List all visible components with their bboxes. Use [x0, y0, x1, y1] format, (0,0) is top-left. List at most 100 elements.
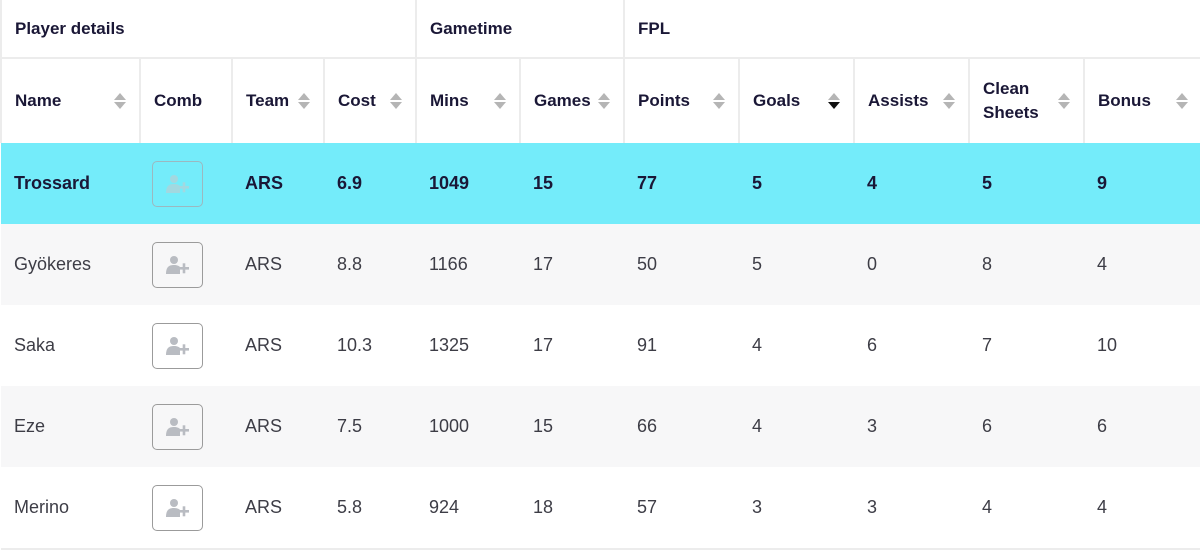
table-row[interactable]: Eze ARS 7.5 1000 15 66 4 3 6 6 — [1, 386, 1200, 467]
cell-name: Gyökeres — [1, 224, 140, 305]
cell-bonus: 6 — [1084, 386, 1200, 467]
table-row[interactable]: Merino ARS 5.8 924 18 57 3 3 4 4 — [1, 467, 1200, 548]
column-label: Games — [534, 91, 591, 110]
sort-descending-icon[interactable] — [828, 92, 841, 110]
cell-team: ARS — [232, 143, 324, 224]
column-label: Name — [15, 91, 62, 110]
sort-toggle-icon[interactable] — [598, 92, 611, 110]
column-label: Assists — [868, 91, 929, 110]
add-to-comparison-button[interactable] — [152, 403, 203, 450]
group-header-gametime: Gametime — [416, 0, 626, 59]
cell-name: Saka — [1, 305, 140, 386]
add-to-comparison-button[interactable] — [152, 484, 203, 531]
cell-team: ARS — [232, 467, 324, 548]
cell-goals: 4 — [739, 305, 855, 386]
column-label: Clean Sheets — [983, 79, 1039, 122]
cell-games: 17 — [520, 305, 625, 386]
cell-goals: 4 — [739, 386, 855, 467]
cell-bonus: 4 — [1084, 467, 1200, 548]
column-header-goals[interactable]: Goals — [739, 58, 856, 143]
column-header-points[interactable]: Points — [624, 58, 741, 143]
cell-team: ARS — [232, 386, 324, 467]
cell-goals: 3 — [739, 467, 855, 548]
column-group-header-row: Player details Gametime FPL — [0, 0, 1200, 59]
column-header-row: Name Comb Team Cost Mins Games — [0, 58, 1200, 143]
cell-mins: 1166 — [416, 224, 520, 305]
cell-cost: 10.3 — [324, 305, 416, 386]
cell-points: 91 — [624, 305, 740, 386]
cell-mins: 1325 — [416, 305, 520, 386]
column-header-name[interactable]: Name — [0, 58, 141, 143]
cell-points: 50 — [624, 224, 740, 305]
add-user-icon — [165, 255, 189, 274]
cell-clean-sheets: 6 — [969, 386, 1085, 467]
cell-assists: 3 — [854, 467, 970, 548]
cell-games: 15 — [520, 386, 625, 467]
column-label: Comb — [154, 91, 203, 110]
cell-cost: 7.5 — [324, 386, 416, 467]
sort-toggle-icon[interactable] — [1176, 92, 1189, 110]
table-row[interactable]: Saka ARS 10.3 1325 17 91 4 6 7 10 — [1, 305, 1200, 386]
column-header-clean-sheets[interactable]: Clean Sheets — [969, 58, 1086, 143]
cell-points: 57 — [624, 467, 740, 548]
cell-clean-sheets: 4 — [969, 467, 1085, 548]
cell-clean-sheets: 8 — [969, 224, 1085, 305]
add-to-comparison-button[interactable] — [152, 322, 203, 369]
column-label: Goals — [753, 91, 801, 110]
add-user-icon — [165, 336, 189, 355]
column-header-assists[interactable]: Assists — [854, 58, 971, 143]
add-user-icon — [165, 498, 189, 517]
cell-assists: 0 — [854, 224, 970, 305]
add-to-comparison-button[interactable] — [152, 160, 203, 207]
column-header-mins[interactable]: Mins — [416, 58, 521, 143]
add-to-comparison-button[interactable] — [152, 241, 203, 288]
cell-name: Eze — [1, 386, 140, 467]
column-header-cost[interactable]: Cost — [324, 58, 417, 143]
cell-bonus: 4 — [1084, 224, 1200, 305]
column-label: Mins — [430, 91, 469, 110]
table-row-highlighted[interactable]: Trossard ARS 6.9 1049 15 77 5 4 5 9 — [1, 143, 1200, 224]
add-user-icon — [165, 417, 189, 436]
cell-team: ARS — [232, 305, 324, 386]
cell-bonus: 9 — [1084, 143, 1200, 224]
cell-name: Merino — [1, 467, 140, 548]
sort-toggle-icon[interactable] — [713, 92, 726, 110]
column-label: Cost — [338, 91, 376, 110]
cell-bonus: 10 — [1084, 305, 1200, 386]
cell-cost: 8.8 — [324, 224, 416, 305]
cell-mins: 1000 — [416, 386, 520, 467]
sort-toggle-icon[interactable] — [494, 92, 506, 110]
table-bottom-border — [1, 548, 1200, 550]
column-label: Bonus — [1098, 91, 1151, 110]
cell-points: 66 — [624, 386, 740, 467]
column-header-bonus[interactable]: Bonus — [1084, 58, 1200, 143]
cell-mins: 1049 — [416, 143, 520, 224]
cell-name: Trossard — [1, 143, 140, 224]
cell-games: 17 — [520, 224, 625, 305]
cell-clean-sheets: 5 — [969, 143, 1085, 224]
column-header-team[interactable]: Team — [232, 58, 325, 143]
cell-mins: 924 — [416, 467, 520, 548]
group-header-player-details: Player details — [0, 0, 417, 59]
sort-toggle-icon[interactable] — [943, 92, 956, 110]
sort-toggle-icon[interactable] — [390, 92, 402, 110]
column-label: Team — [246, 91, 290, 110]
cell-assists: 4 — [854, 143, 970, 224]
sort-toggle-icon[interactable] — [1058, 92, 1071, 110]
cell-goals: 5 — [739, 143, 855, 224]
column-header-games[interactable]: Games — [520, 58, 626, 143]
cell-team: ARS — [232, 224, 324, 305]
cell-games: 15 — [520, 143, 625, 224]
cell-games: 18 — [520, 467, 625, 548]
sort-toggle-icon[interactable] — [298, 92, 310, 110]
group-header-fpl: FPL — [624, 0, 1200, 59]
cell-goals: 5 — [739, 224, 855, 305]
cell-clean-sheets: 7 — [969, 305, 1085, 386]
cell-assists: 6 — [854, 305, 970, 386]
table-row[interactable]: Gyökeres ARS 8.8 1166 17 50 5 0 8 4 — [1, 224, 1200, 305]
cell-assists: 3 — [854, 386, 970, 467]
column-label: Points — [638, 91, 690, 110]
sort-toggle-icon[interactable] — [114, 92, 126, 110]
cell-cost: 6.9 — [324, 143, 416, 224]
